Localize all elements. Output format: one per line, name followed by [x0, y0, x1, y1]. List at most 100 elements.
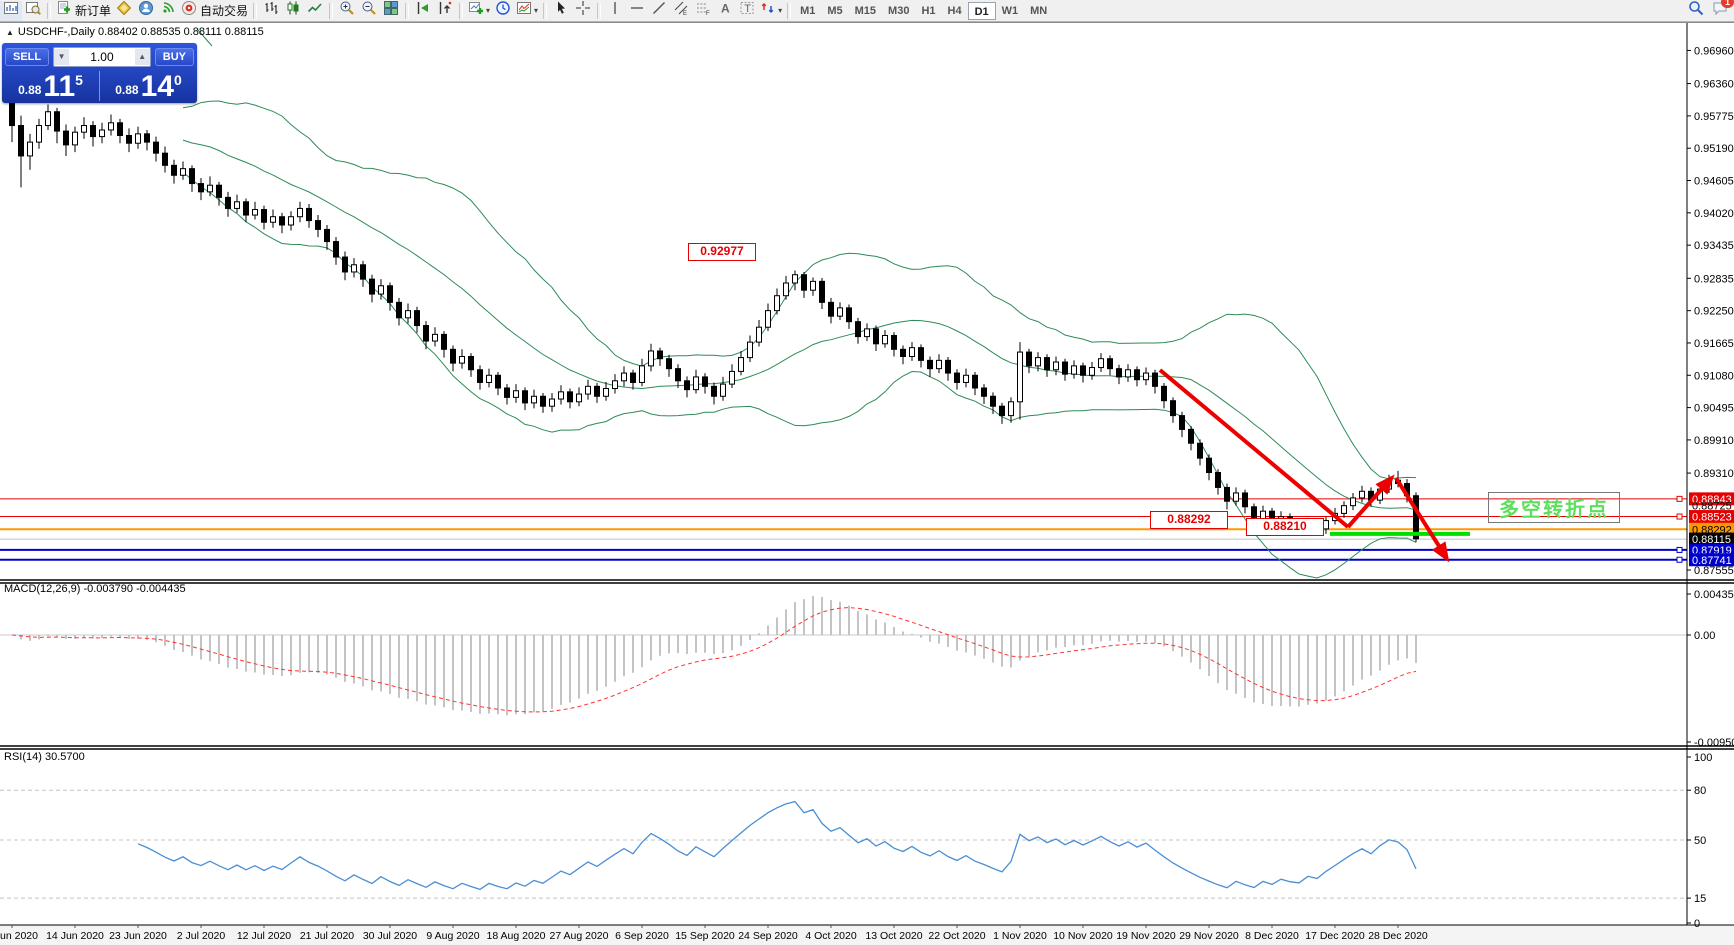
candle-body [324, 228, 330, 243]
new-order-button[interactable]: 新订单 [54, 1, 113, 21]
text-label-button[interactable]: T [736, 1, 758, 21]
zoom-out-icon[interactable] [358, 1, 380, 21]
crosshair-button[interactable] [572, 1, 594, 21]
volume-field[interactable]: ▼ 1.00 ▲ [53, 47, 151, 67]
candle-body [1044, 357, 1050, 371]
volume-decrease-button[interactable]: ▼ [54, 49, 70, 65]
candle-body [576, 393, 582, 403]
zoom-in-icon [339, 0, 355, 21]
zoom-in-icon[interactable] [336, 1, 358, 21]
search-icon[interactable] [1688, 0, 1704, 21]
notifications-icon[interactable]: 1 [1712, 0, 1734, 21]
market-icon[interactable] [135, 1, 157, 21]
candle-body [819, 280, 825, 303]
metaeditor-icon [116, 0, 132, 21]
timeframe-button-h4[interactable]: H4 [947, 4, 962, 17]
profiles-icon[interactable] [22, 1, 44, 21]
volume-increase-button[interactable]: ▲ [134, 49, 150, 65]
periods-button[interactable] [492, 1, 514, 21]
new-chart-icon[interactable] [0, 0, 22, 21]
toolbar-separator [459, 2, 464, 19]
rebound-arrow[interactable] [1346, 474, 1395, 529]
candle-body [108, 122, 114, 131]
sell-price[interactable]: 0.88 11 5 [2, 69, 99, 103]
turning-point-text-label[interactable]: 多空转折点 [1488, 492, 1620, 523]
candle-body [918, 347, 924, 361]
collapse-triangle-icon[interactable]: ▲ [6, 28, 14, 37]
timeframe-button-m15[interactable]: M15 [854, 4, 877, 17]
vertical-line-button[interactable] [604, 1, 626, 21]
level-anchor-handle[interactable] [1676, 513, 1683, 520]
bars-icon [263, 0, 279, 21]
time-axis-label: 27 Aug 2020 [550, 930, 609, 942]
indicators-button[interactable]: ▾ [466, 1, 492, 21]
timeframe-button-m5[interactable]: M5 [827, 4, 843, 17]
candle-body [693, 376, 699, 391]
candle-body [1071, 365, 1077, 375]
timeframe-button-m1[interactable]: M1 [800, 4, 816, 17]
timeframe-button-w1[interactable]: W1 [1001, 4, 1019, 17]
trendline-button[interactable] [648, 1, 670, 21]
chart-shift-icon[interactable] [434, 1, 456, 21]
bar-chart-icon[interactable] [260, 1, 282, 21]
notification-badge: 1 [1720, 0, 1734, 8]
toolbar-separator [787, 2, 792, 19]
level-anchor-handle[interactable] [1676, 556, 1683, 563]
horizontal-line-button[interactable] [626, 1, 648, 21]
bollinger-middle-band[interactable] [182, 139, 1417, 511]
candle-body [954, 372, 960, 383]
candle-body [1206, 457, 1212, 474]
signals-icon[interactable] [157, 1, 179, 21]
peak-price-label[interactable]: 0.92977 [688, 243, 756, 261]
timeframe-button-mn[interactable]: MN [1030, 4, 1048, 17]
candle-body [657, 350, 663, 360]
templates-button[interactable]: ▾ [514, 1, 540, 21]
arrows-button[interactable]: ▾ [758, 1, 784, 21]
chart-canvas[interactable]: 4 Jun 2020 14 Jun 2020 23 Jun 2020 2 Jul 20… [0, 22, 1734, 945]
chart-window-icon [3, 0, 19, 21]
candle-body [378, 285, 384, 295]
cursor-button[interactable] [550, 1, 572, 21]
support-price-label-1[interactable]: 0.88292 [1150, 511, 1228, 529]
metaeditor-icon[interactable] [113, 0, 135, 21]
candle-body [243, 201, 249, 216]
price-tag-0.87741: 0.87741 [1692, 555, 1732, 567]
buy-price[interactable]: 0.88 14 0 [100, 69, 197, 103]
autotrading-button[interactable]: 自动交易 [179, 1, 250, 21]
line-chart-icon[interactable] [304, 1, 326, 21]
candlestick-chart-icon[interactable] [282, 1, 304, 21]
chevron-down-icon[interactable]: ▾ [486, 6, 491, 15]
tile-windows-icon[interactable] [380, 1, 402, 21]
chevron-down-icon[interactable]: ▾ [534, 6, 539, 15]
chart-title-text: USDCHF-,Daily 0.88402 0.88535 0.88111 0.… [17, 26, 264, 38]
candle-body [1170, 400, 1176, 417]
candle-body [747, 341, 753, 359]
volume-value[interactable]: 1.00 [90, 50, 114, 64]
decline-trend-line[interactable] [1158, 368, 1350, 529]
sell-button[interactable]: SELL [5, 48, 50, 66]
timeframe-button-d1[interactable]: D1 [967, 1, 996, 20]
bollinger-upper-band[interactable] [182, 100, 1417, 480]
text-button[interactable]: A [714, 1, 736, 21]
channel-button[interactable]: E [670, 1, 692, 21]
autoscroll-icon[interactable] [412, 1, 434, 21]
candle-body [1242, 492, 1248, 508]
drop-arrow[interactable] [1394, 476, 1450, 563]
timeframe-button-h1[interactable]: H1 [921, 4, 936, 17]
bollinger-lower-band[interactable] [182, 171, 1417, 579]
fibonacci-button[interactable]: F [692, 1, 714, 21]
timeframe-button-m30[interactable]: M30 [888, 4, 910, 17]
chevron-down-icon[interactable]: ▾ [778, 6, 783, 15]
price-axis-label: 0.91665 [1694, 338, 1734, 350]
support-price-label-2[interactable]: 0.88210 [1246, 518, 1324, 536]
candle-body [171, 164, 177, 176]
level-anchor-handle[interactable] [1676, 546, 1683, 553]
candle-body [513, 390, 519, 398]
candle-body [1017, 351, 1023, 403]
level-anchor-handle[interactable] [1676, 495, 1683, 502]
candle-body [1116, 368, 1122, 378]
candle-body [1188, 428, 1194, 444]
buy-button[interactable]: BUY [154, 48, 194, 66]
candle-body [729, 370, 735, 385]
autotrading-icon [181, 0, 197, 21]
